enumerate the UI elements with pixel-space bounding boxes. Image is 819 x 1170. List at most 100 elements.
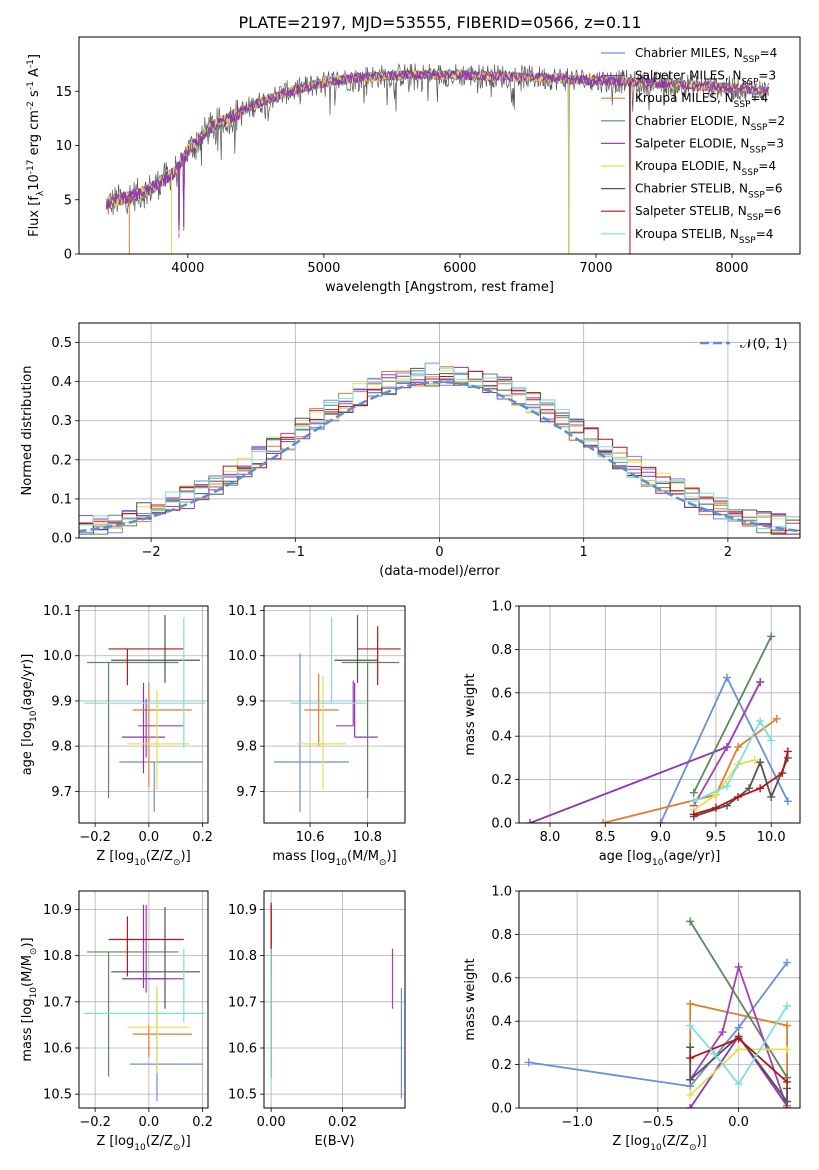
x-axis-label: Z [log10(Z/Z⊙)] [96, 849, 190, 868]
panel-age_vs_mass: 10.6 10.8 9.7 9.8 9.9 10.0 10.1 mass [log10(M/M… [228, 604, 406, 868]
y-axis-label-part: -17 [26, 160, 36, 175]
y-tick-label: 0.5 [51, 336, 72, 351]
mass-weight-line [693, 751, 789, 816]
y-axis-label-part: 10 [27, 174, 42, 191]
plot-area [105, 63, 770, 254]
panel-mass_vs_EBV: 0.00 0.02 10.5 10.6 10.7 10.8 10.9 E(B-V) [228, 890, 406, 1149]
y-tick-label: 10.6 [43, 1041, 72, 1056]
axes-frame [518, 890, 801, 1109]
y-tick-label: 10.0 [43, 649, 72, 664]
legend-label-part: Salpeter STELIB, N [635, 204, 747, 218]
x-axis-label-part: 10 [336, 858, 348, 868]
x-axis-label-part: Z [log [96, 1134, 134, 1149]
y-tick-label: 0.0 [491, 817, 512, 832]
y-axis-label-part: )] [20, 937, 35, 947]
mass-weight-marker [689, 810, 698, 819]
y-tick-label: 9.8 [51, 740, 72, 755]
y-tick-label: 0.4 [491, 1015, 512, 1030]
mass-weight-line [689, 963, 788, 1108]
legend-label-part: =6 [765, 182, 783, 196]
mass-weight-marker [756, 758, 765, 767]
x-axis-label-part: (age/yr)] [663, 849, 720, 864]
y-axis-label: Flux [fλ10-17 erg cm-2 s-1 A-1] [26, 54, 46, 237]
x-axis-label-part: 10 [650, 1143, 662, 1153]
x-tick-label: 10.0 [757, 830, 786, 845]
legend-label-part: SSP [742, 168, 759, 178]
y-tick-label: 9.8 [236, 740, 257, 755]
mass-weight-marker [689, 797, 698, 806]
x-axis-label: (data-model)/error [379, 564, 500, 579]
mass-weight-marker [599, 819, 608, 823]
mass-weight-marker [686, 1075, 695, 1084]
y-tick-label: 10.7 [43, 995, 72, 1010]
mass-weight-marker [767, 632, 776, 641]
mass-weight-marker [526, 819, 535, 823]
mass-weight-marker [722, 782, 731, 791]
mass-weight-line [602, 718, 778, 823]
legend-label-part: SSP [748, 191, 765, 201]
y-axis-label-part: age [log [20, 722, 35, 775]
x-tick-label: 0.2 [192, 830, 213, 845]
mass-weight-marker [783, 1077, 792, 1086]
axes-frame [78, 890, 209, 1109]
y-tick-label: 0.0 [491, 1102, 512, 1117]
y-tick-label: 10.5 [43, 1088, 72, 1103]
y-tick-label: 0.6 [491, 686, 512, 701]
mass-weight-marker [756, 717, 765, 726]
x-tick-label: 0.0 [139, 1115, 160, 1130]
legend-label-part: SSP [743, 55, 760, 65]
mass-weight-marker [686, 1090, 695, 1099]
figure-title: PLATE=2197, MJD=53555, FIBERID=0566, z=0… [238, 13, 641, 32]
gridlines [79, 323, 800, 539]
x-axis-label-part: 10 [652, 858, 664, 868]
x-tick-label: −2 [142, 545, 161, 560]
x-tick-label: 9.0 [650, 830, 671, 845]
plot-area [79, 362, 800, 535]
y-tick-label: 10.9 [228, 903, 257, 918]
x-tick-label: 5000 [307, 261, 340, 276]
y-axis-label-part: Flux [f [27, 196, 42, 237]
x-axis-label-part: age [log [599, 849, 652, 864]
y-tick-label: 15 [55, 85, 72, 100]
x-tick-label: −1 [286, 545, 305, 560]
y-axis-label-part: ] [27, 54, 42, 59]
mass-weight-marker [686, 1021, 695, 1030]
mass-weight-marker [745, 784, 754, 793]
x-axis-label-part: E(B-V) [314, 1134, 354, 1149]
y-tick-label: 10.8 [43, 949, 72, 964]
mass-weight-marker [686, 1104, 695, 1108]
legend-label: Chabrier ELODIE, NSSP=2 [635, 114, 785, 133]
mass-weight-marker [524, 1058, 533, 1067]
y-tick-label: 0.2 [491, 1058, 512, 1073]
x-tick-label: 7000 [579, 261, 612, 276]
legend-label: Kroupa ELODIE, NSSP=4 [635, 159, 776, 178]
mass-weight-line [689, 920, 788, 1079]
panel-spectrum: 4000 5000 6000 7000 8000 0 5 10 15 wavelength [An… [26, 36, 801, 295]
mass-weight-marker [783, 747, 792, 756]
legend-label-part: =4 [756, 227, 774, 241]
x-tick-label: 2 [724, 545, 732, 560]
panel-residual_histogram: −2 −1 0 1 2 0.0 0.1 0.2 0.3 0.4 0.5 (data-model)/er… [20, 322, 801, 579]
x-axis-label-part: ⊙ [379, 858, 387, 868]
mass-weight-marker [686, 1043, 695, 1052]
mass-weight-marker [734, 1034, 743, 1043]
mass-weight-marker [734, 1045, 743, 1054]
y-tick-label: 0.8 [491, 643, 512, 658]
gridlines [79, 891, 208, 1108]
axes-frame [263, 605, 406, 824]
mass-weight-marker [734, 962, 743, 971]
y-tick-label: 0 [64, 248, 72, 263]
y-axis-label-part: s [27, 90, 42, 101]
y-tick-label: 9.9 [51, 694, 72, 709]
y-tick-label: 10.1 [228, 604, 257, 619]
legend-label-part: =3 [766, 136, 784, 150]
plot-area [270, 902, 403, 1099]
y-tick-label: 9.7 [51, 785, 72, 800]
legend-label-part: Chabrier MILES, N [635, 46, 743, 60]
y-axis-label-part: mass weight [463, 958, 478, 1040]
axes-frame [78, 605, 209, 824]
x-axis-label-part: )] [386, 849, 396, 864]
legend-label: Salpeter MILES, NSSP=3 [635, 69, 776, 88]
